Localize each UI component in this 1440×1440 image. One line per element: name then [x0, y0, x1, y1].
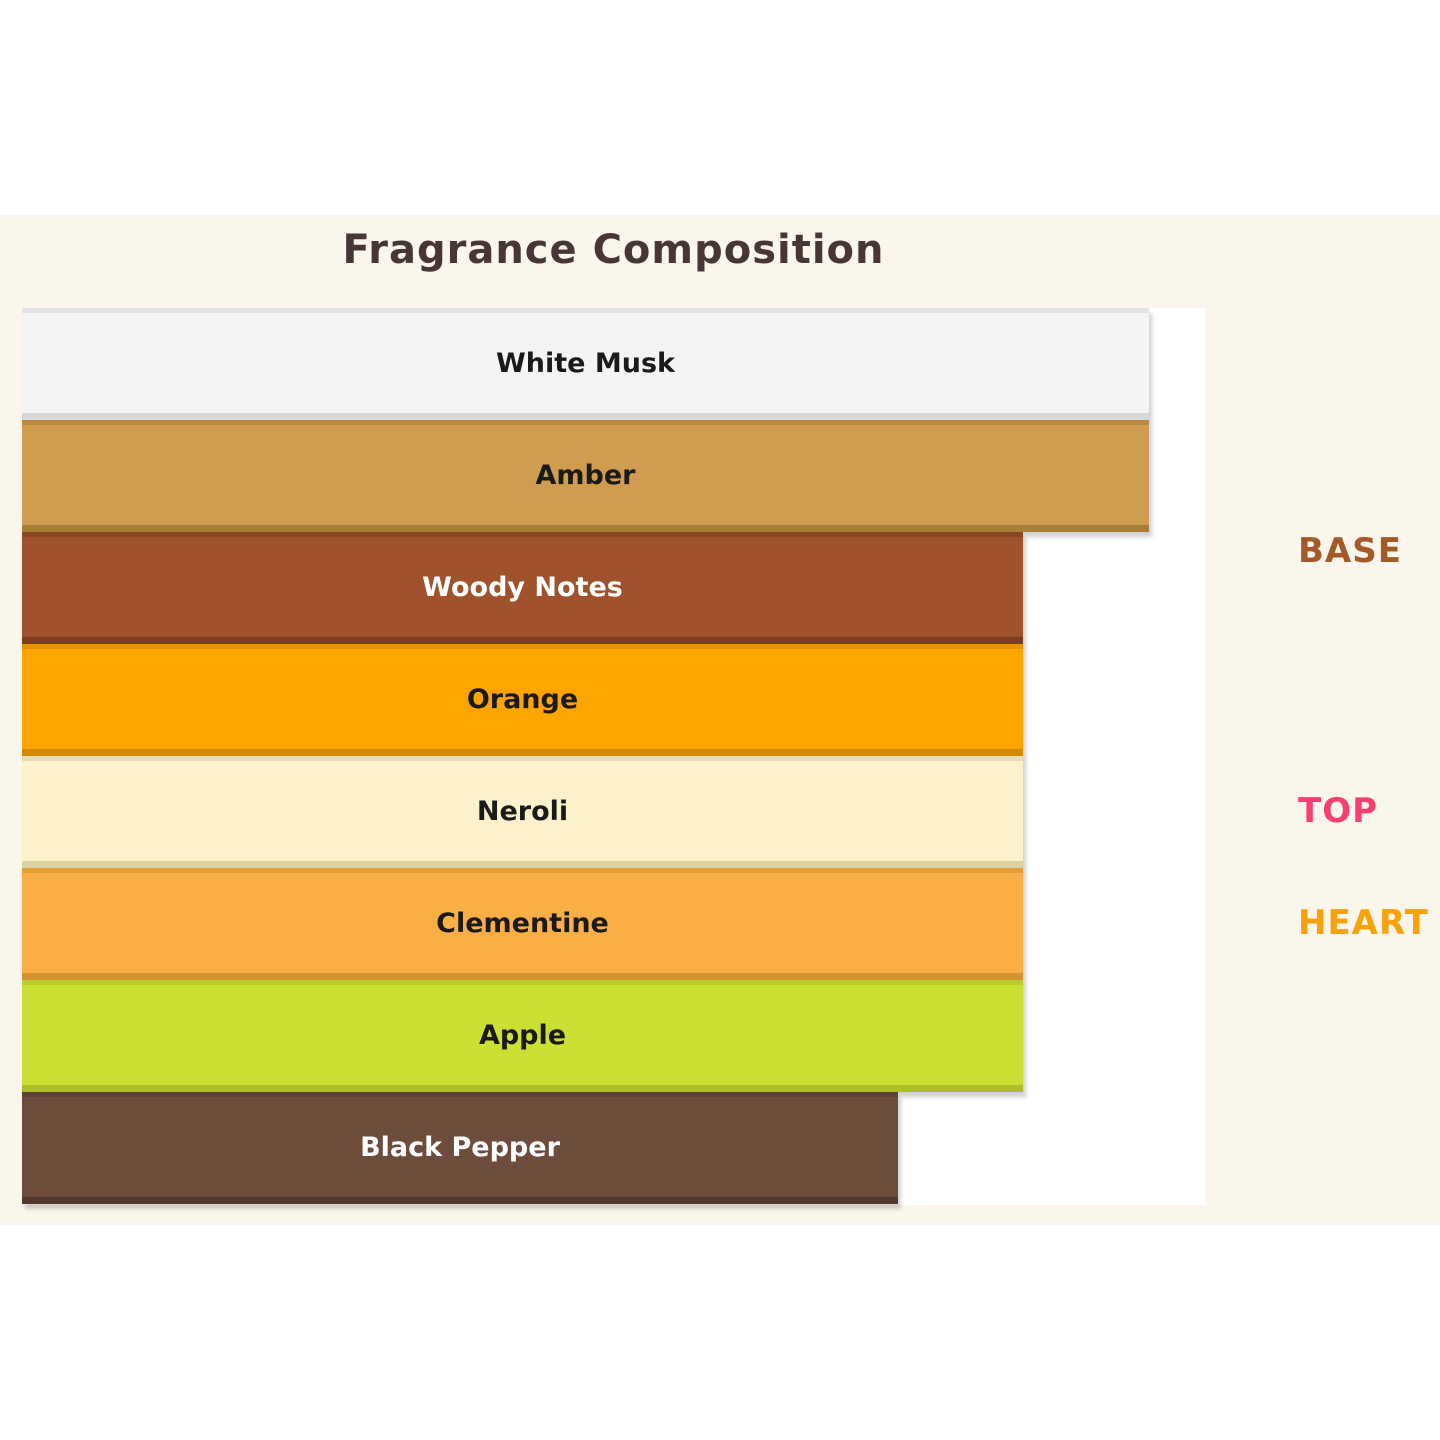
bar-black-pepper: Black Pepper: [22, 1092, 898, 1204]
bar-label-black-pepper: Black Pepper: [360, 1131, 560, 1163]
bar-woody-notes: Woody Notes: [22, 532, 1023, 644]
chart-title: Fragrance Composition: [342, 227, 885, 273]
bar-label-clementine: Clementine: [436, 907, 609, 939]
bar-label-white-musk: White Musk: [496, 347, 675, 379]
bar-neroli: Neroli: [22, 756, 1023, 868]
plot-area: White Musk Amber Woody Notes Orange Nero…: [22, 308, 1205, 1205]
bar-orange: Orange: [22, 644, 1023, 756]
bar-amber: Amber: [22, 420, 1149, 532]
bar-apple: Apple: [22, 980, 1023, 1092]
bar-label-orange: Orange: [466, 683, 579, 715]
bar-label-amber: Amber: [535, 459, 636, 491]
bar-white-musk: White Musk: [22, 308, 1149, 420]
group-label-top: TOP: [1298, 791, 1379, 831]
bar-label-woody-notes: Woody Notes: [422, 571, 623, 603]
bar-label-apple: Apple: [478, 1019, 567, 1051]
bar-clementine: Clementine: [22, 868, 1023, 980]
group-label-heart: HEART: [1298, 903, 1429, 943]
group-label-base: BASE: [1298, 531, 1402, 571]
bar-label-neroli: Neroli: [476, 795, 569, 827]
